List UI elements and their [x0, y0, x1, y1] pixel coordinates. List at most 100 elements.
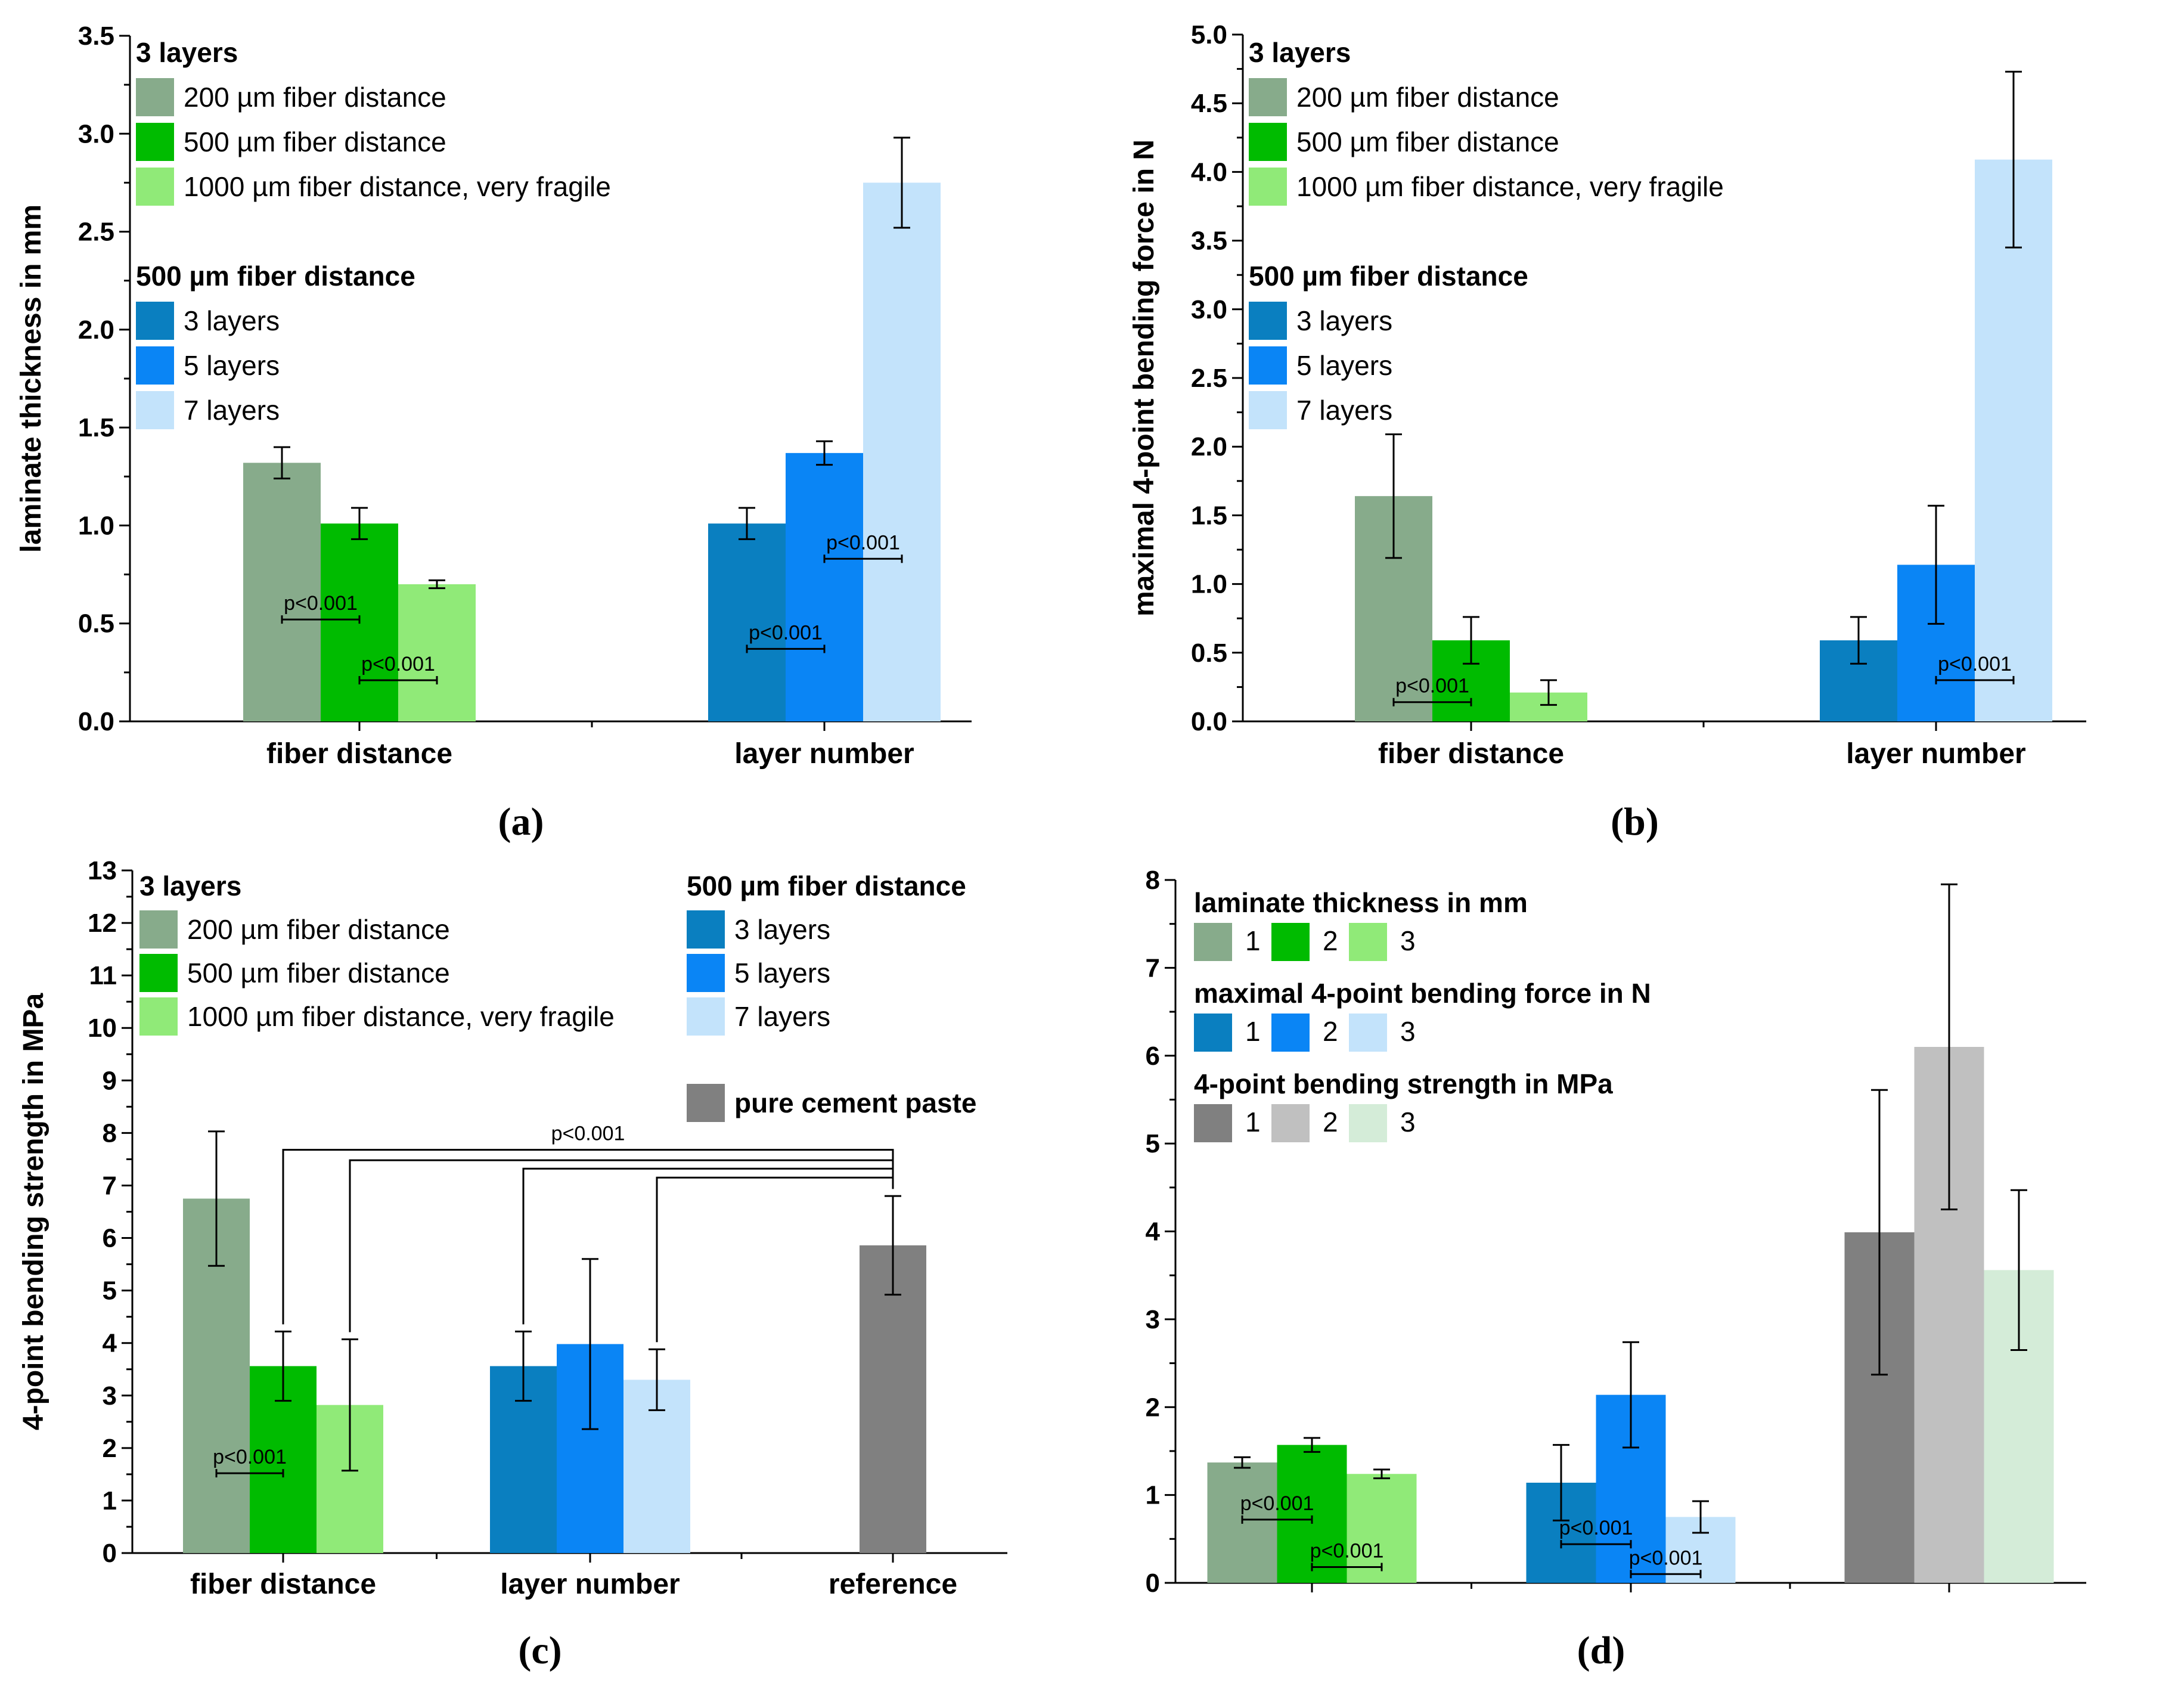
legend-swatch-l3 — [1194, 1014, 1232, 1052]
y-tick-label: 4.5 — [1191, 89, 1227, 118]
legend-swatch-fd1000 — [1349, 923, 1387, 961]
panel-d: 0 1 2 3 4 5 6 7 8 p<0.001 p<0.001 p<0.001 p<0.001 lam… — [1146, 866, 2086, 1672]
legend-swatch-l3 — [687, 910, 725, 949]
y-axis-label: laminate thickness in mm — [15, 204, 47, 553]
legend-swatch-fd1000 — [139, 997, 178, 1036]
significance-bracket — [349, 1159, 894, 1332]
y-tick-label: 5 — [1146, 1129, 1160, 1158]
y-tick-label: 11 — [89, 961, 117, 990]
legend-swatch-cement — [687, 1084, 725, 1122]
legend-label: 5 layers — [1296, 350, 1392, 381]
y-tick-label: 2.0 — [1191, 432, 1227, 461]
y-tick-label: 6 — [1146, 1042, 1160, 1071]
y-tick-label: 5.0 — [1191, 20, 1227, 49]
legend-label: 3 — [1400, 1107, 1416, 1138]
significance-label: p<0.001 — [749, 621, 823, 644]
bar-fd200 — [243, 463, 321, 721]
legend-swatch-fd500 — [139, 954, 178, 992]
y-tick-label: 3 — [1146, 1305, 1160, 1334]
panel-a: 0.0 0.5 1.0 1.5 2.0 2.5 3.0 3.5 fiber distance la… — [15, 21, 972, 844]
y-tick-label: 2.0 — [78, 315, 114, 345]
legend-swatch-fd200 — [1249, 78, 1287, 116]
y-tick-label: 7 — [103, 1171, 117, 1200]
y-tick-label: 12 — [88, 909, 117, 938]
legend-label: 200 µm fiber distance — [187, 914, 450, 945]
x-category-label: layer number — [734, 738, 914, 770]
y-tick-label: 5 — [103, 1276, 117, 1306]
x-category-label: fiber distance — [266, 738, 452, 770]
bar-fd500 — [1277, 1445, 1347, 1583]
legend-swatch-l7 — [1249, 391, 1287, 429]
y-tick-label: 2.5 — [78, 218, 114, 247]
y-tick-label: 7 — [1146, 953, 1160, 983]
y-tick-label: 1.0 — [78, 511, 114, 540]
y-tick-label: 9 — [103, 1066, 117, 1095]
y-tick-label: 2 — [103, 1434, 117, 1463]
legend-swatch-fd500 — [136, 123, 174, 161]
legend-swatch-fd200 — [136, 78, 174, 116]
legend-heading: 500 µm fiber distance — [136, 261, 415, 292]
significance-label: p<0.001 — [1395, 675, 1469, 698]
y-axis-label: 4-point bending strength in MPa — [18, 993, 49, 1431]
bar-cement — [860, 1245, 926, 1553]
legend-heading: maximal 4-point bending force in N — [1194, 978, 1651, 1009]
legend-heading: laminate thickness in mm — [1194, 887, 1528, 918]
legend-heading: 500 µm fiber distance — [1249, 261, 1528, 292]
significance-label: p<0.001 — [826, 531, 900, 554]
panel-label: (d) — [1577, 1629, 1625, 1672]
legend-label: 1 — [1245, 1107, 1261, 1138]
y-tick-label: 0.0 — [1191, 707, 1227, 736]
legend-label: 1000 µm fiber distance, very fragile — [1296, 171, 1724, 202]
legend-label: 500 µm fiber distance — [184, 126, 446, 157]
y-tick-label: 1 — [1146, 1481, 1160, 1510]
significance-label: p<0.001 — [1559, 1517, 1633, 1539]
y-tick-label: 2.5 — [1191, 364, 1227, 393]
legend-label: 7 layers — [1296, 395, 1392, 426]
legend-label: 3 layers — [184, 305, 280, 336]
x-category-label: fiber distance — [1378, 738, 1564, 770]
significance-label: p<0.001 — [361, 653, 435, 675]
legend-label: 5 layers — [184, 350, 280, 381]
significance-label: p<0.001 — [213, 1446, 287, 1468]
legend-label: 500 µm fiber distance — [1296, 126, 1559, 157]
legend-heading: 4-point bending strength in MPa — [1194, 1068, 1613, 1099]
legend-swatch-cement — [1194, 1104, 1232, 1142]
legend-label: 1 — [1245, 1016, 1261, 1047]
significance-label: p<0.001 — [1240, 1492, 1314, 1515]
y-tick-label: 4.0 — [1191, 157, 1227, 187]
legend-label: 2 — [1323, 925, 1338, 956]
y-tick-label: 6 — [103, 1224, 117, 1253]
legend-label: 200 µm fiber distance — [1296, 82, 1559, 113]
legend-heading: 3 layers — [136, 37, 238, 68]
significance-label: p<0.001 — [1629, 1546, 1703, 1569]
bar-l5 — [786, 453, 863, 721]
legend-label: 3 layers — [734, 914, 830, 945]
legend-swatch-l5 — [136, 346, 174, 385]
y-tick-label: 1.5 — [1191, 501, 1227, 530]
legend-label: 2 — [1323, 1107, 1338, 1138]
legend-label: 7 layers — [734, 1001, 830, 1032]
significance-bracket — [282, 1149, 894, 1325]
y-axis-label: maximal 4-point bending force in N — [1128, 140, 1160, 616]
legend-swatch-l3 — [136, 302, 174, 340]
y-tick-label: 3 — [103, 1381, 117, 1411]
y-tick-label: 0 — [1146, 1569, 1160, 1598]
y-tick-label: 1.0 — [1191, 570, 1227, 599]
panel-label: (a) — [498, 800, 544, 844]
significance-label: p<0.001 — [284, 592, 358, 615]
y-tick-label: 3.0 — [78, 119, 114, 148]
legend-label: 200 µm fiber distance — [184, 82, 446, 113]
x-category-label: layer number — [500, 1569, 680, 1600]
panel-b: 0.0 0.5 1.0 1.5 2.0 2.5 3.0 3.5 4.0 4.5 5.0 fiber d… — [1128, 20, 2086, 844]
x-category-label: layer number — [1846, 738, 2025, 770]
y-tick-label: 4 — [103, 1329, 117, 1358]
panel-label: (c) — [518, 1629, 561, 1672]
legend-label: 3 layers — [1296, 305, 1392, 336]
y-tick-label: 8 — [103, 1118, 117, 1148]
y-tick-label: 3.5 — [78, 21, 114, 51]
significance-label: p<0.001 — [1310, 1539, 1384, 1562]
y-tick-label: 1.5 — [78, 413, 114, 442]
legend-label: 1000 µm fiber distance, very fragile — [187, 1001, 615, 1032]
